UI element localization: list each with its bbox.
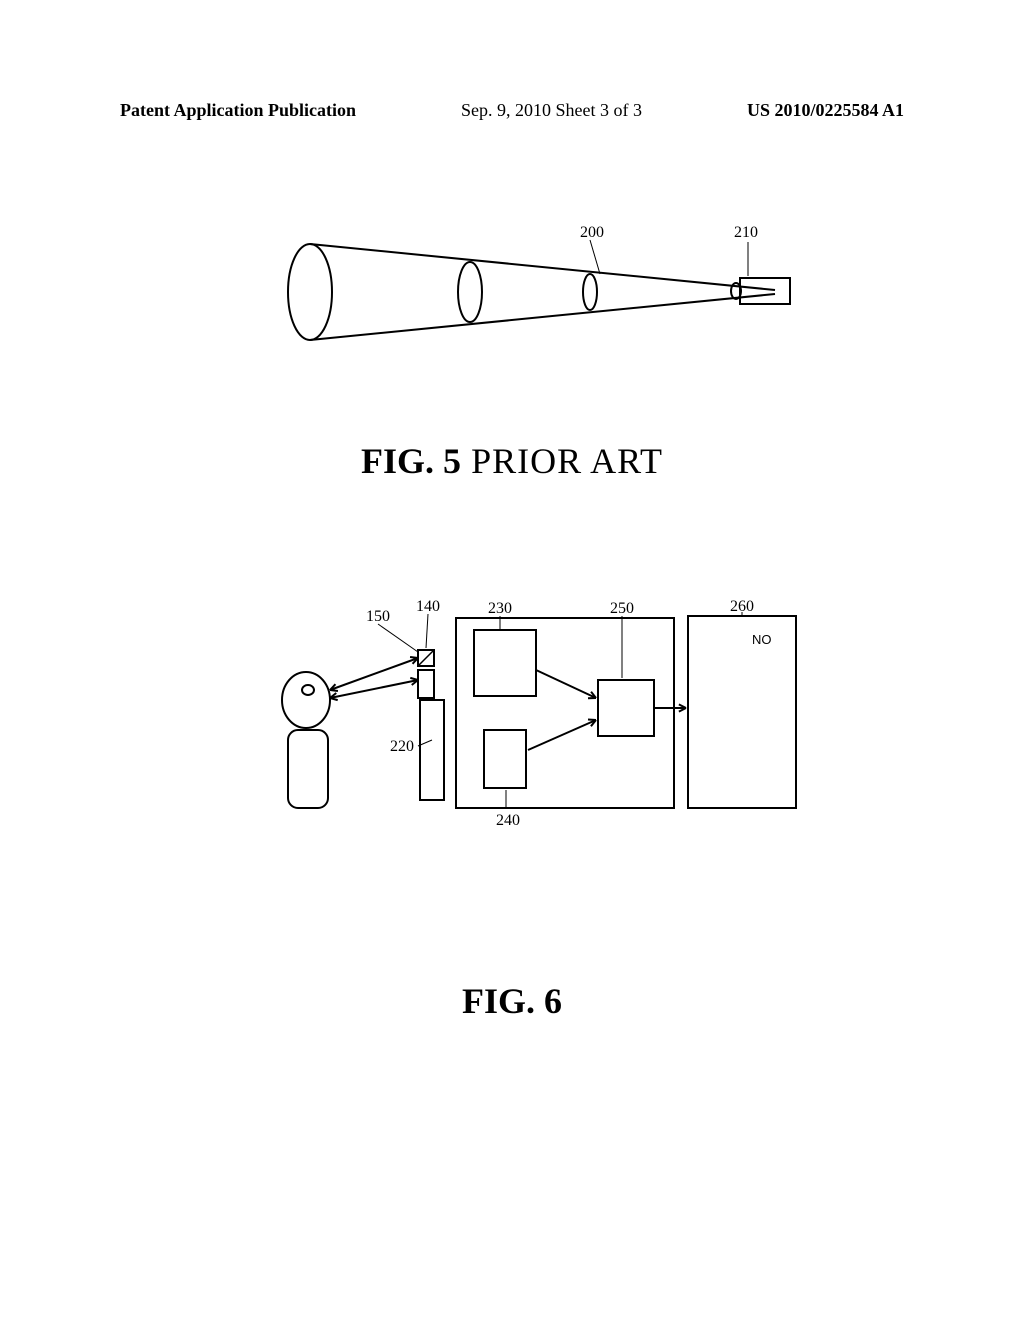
ref-220: 220 [390, 738, 414, 756]
ref-250: 250 [610, 600, 634, 618]
figure-5-svg [270, 230, 810, 370]
figure-6-caption: FIG. 6 [0, 980, 1024, 1022]
ref-230: 230 [488, 600, 512, 618]
ref-140: 140 [416, 598, 440, 616]
figure-6-svg [270, 580, 810, 860]
figure-5: 200 210 [270, 230, 810, 370]
fig5-label: FIG. 5 [361, 441, 461, 481]
ref-210: 210 [734, 224, 758, 242]
fig5-prior-art: PRIOR ART [461, 441, 663, 481]
figure-6: 150 140 230 250 260 220 240 NO [270, 580, 810, 860]
ref-200: 200 [580, 224, 604, 242]
page-header: Patent Application Publication Sep. 9, 2… [0, 100, 1024, 121]
ref-260: 260 [730, 598, 754, 616]
figure-5-caption: FIG. 5 PRIOR ART [0, 440, 1024, 482]
label-no: NO [752, 632, 772, 647]
header-left: Patent Application Publication [120, 100, 356, 121]
ref-240: 240 [496, 812, 520, 830]
header-right: US 2010/0225584 A1 [747, 100, 904, 121]
ref-150: 150 [366, 608, 390, 626]
header-center: Sep. 9, 2010 Sheet 3 of 3 [461, 100, 642, 121]
